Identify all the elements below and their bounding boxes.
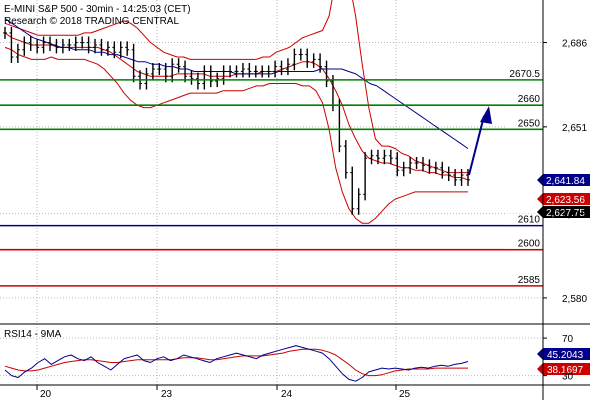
level-label-bg-2660: [505, 93, 541, 105]
rsi-tick-label: 70: [562, 334, 574, 345]
bollinger-upper-line: [4, 0, 468, 174]
x-tick-label: 24: [281, 389, 293, 400]
chart-header-line1: E-MINI S&P 500 - 30min - 14:25:03 (CET): [4, 4, 191, 15]
x-tick-label: 20: [40, 389, 52, 400]
series-layer: [3, 0, 470, 382]
y-tick-label: 2,686: [562, 39, 587, 50]
forecast-arrow-head: [480, 106, 492, 124]
level-label-bg-2650: [505, 117, 541, 129]
level-label-2660: 2660: [518, 94, 541, 105]
x-tick-label: 25: [399, 389, 411, 400]
level-label-bg-2670.5: [505, 67, 541, 79]
x-tick-label: 23: [161, 389, 173, 400]
rsi-value-tag-bg-38.1697: [537, 363, 590, 375]
rsi-value-tag-label-38.1697: 38.1697: [547, 365, 584, 376]
level-label-2585: 2585: [518, 275, 541, 286]
value-tag-label-2,627.75: 2,627.75: [546, 208, 585, 219]
level-label-bg-2585: [505, 273, 541, 285]
level-label-2610: 2610: [518, 215, 541, 226]
rsi-value-tag-bg-45.2043: [537, 348, 590, 360]
grid-layer: [0, 0, 543, 385]
value-tag-bg-2,641.84: [537, 174, 590, 186]
forecast-arrow-shaft: [468, 115, 485, 176]
value-tag-bg-2,623.56: [537, 193, 590, 205]
level-label-bg-2600: [505, 237, 541, 249]
value-tag-label-2,641.84: 2,641.84: [546, 176, 585, 187]
rsi-panel-title: RSI14 - 9MA: [4, 329, 62, 340]
rsi-line: [4, 345, 469, 382]
level-label-bg-2610: [505, 213, 541, 225]
value-tag-bg-2,627.75: [537, 206, 590, 218]
rsi-tick-label: 30: [562, 372, 574, 383]
value-tag-label-2,623.56: 2,623.56: [546, 195, 585, 206]
chart-header-line2: Research © 2018 TRADING CENTRAL: [4, 16, 179, 27]
level-label-2670.5: 2670.5: [509, 69, 540, 80]
bollinger-lower-line: [4, 46, 468, 224]
level-label-2600: 2600: [518, 239, 541, 250]
y-tick-label: 2,580: [562, 294, 587, 305]
rsi-value-tag-label-45.2043: 45.2043: [547, 350, 584, 361]
levels-layer: 2670.5 2660 2650 2610 2600 2585: [0, 67, 543, 287]
y-tick-label: 2,615: [562, 210, 587, 221]
tags-layer: 2,641.84 2,623.56 2,627.75 45.2043 38.1697: [537, 174, 590, 376]
level-label-2650: 2650: [518, 118, 541, 129]
y-tick-label: 2,651: [562, 123, 587, 134]
